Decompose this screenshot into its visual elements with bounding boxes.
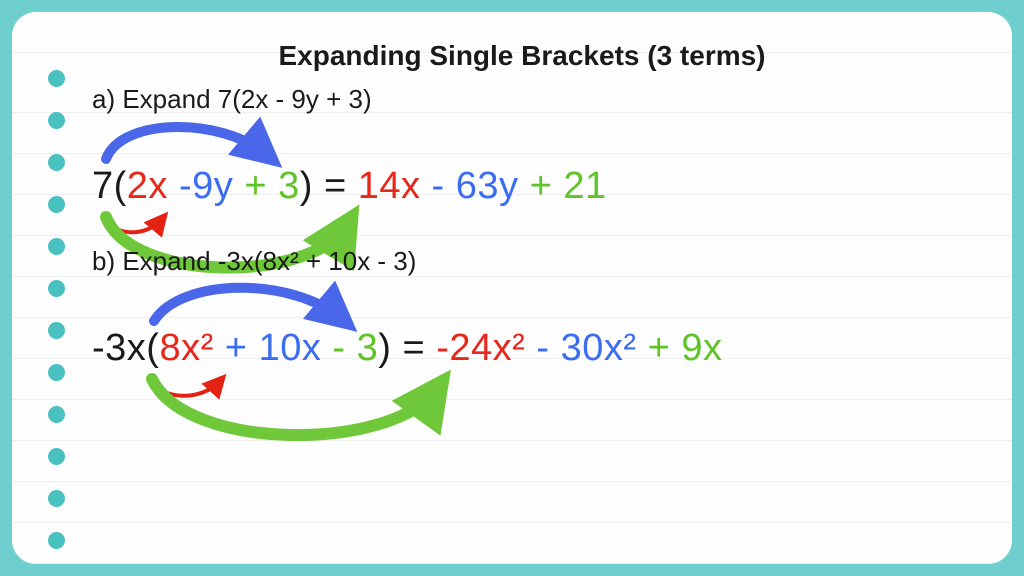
equation-b: -3x(8x² + 10x - 3) = -24x² - 30x² + 9x: [92, 327, 952, 370]
b-asep2: +: [637, 327, 682, 369]
b-ans2: 30x²: [561, 327, 637, 369]
a-ans3: 21: [563, 165, 606, 207]
prompt-b: b) Expand -3x(8x² + 10x - 3): [92, 246, 952, 277]
margin-bullet: [48, 112, 65, 129]
b-suffix: ) =: [378, 327, 436, 369]
a-term2: 9y: [192, 165, 233, 207]
arrow-red-a: [104, 217, 162, 232]
b-sep1: +: [214, 327, 259, 369]
a-ans2: 63y: [456, 165, 519, 207]
b-term3: 3: [357, 327, 379, 369]
a-ans1: 14x: [358, 165, 421, 207]
margin-bullet: [48, 322, 65, 339]
a-asep2: +: [519, 165, 564, 207]
notebook-sheet: Expanding Single Brackets (3 terms) a) E…: [12, 12, 1012, 564]
a-sep2: +: [233, 165, 278, 207]
a-sep1: -: [168, 165, 192, 207]
margin-bullet: [48, 154, 65, 171]
a-prefix: 7(: [92, 165, 127, 207]
margin-bullet: [48, 364, 65, 381]
margin-bullet: [48, 196, 65, 213]
margin-bullet: [48, 490, 65, 507]
b-term2: 10x: [259, 327, 322, 369]
margin-bullets: [48, 70, 65, 549]
a-suffix: ) =: [300, 165, 358, 207]
margin-bullet: [48, 280, 65, 297]
b-term1: 8x²: [159, 327, 213, 369]
b-ans1: -24x²: [436, 327, 525, 369]
b-asep1: -: [525, 327, 560, 369]
margin-bullet: [48, 406, 65, 423]
b-sep2: -: [321, 327, 356, 369]
b-prefix: -3x(: [92, 327, 159, 369]
prompt-a: a) Expand 7(2x - 9y + 3): [92, 84, 952, 115]
arrow-blue-a: [106, 127, 267, 159]
a-term3: 3: [278, 165, 300, 207]
margin-bullet: [48, 70, 65, 87]
equation-a: 7(2x -9y + 3) = 14x - 63y + 21: [92, 165, 952, 208]
margin-bullet: [48, 238, 65, 255]
page-title: Expanding Single Brackets (3 terms): [92, 40, 952, 72]
a-asep1: -: [421, 165, 456, 207]
margin-bullet: [48, 532, 65, 549]
arrow-red-b: [150, 379, 220, 396]
a-term1: 2x: [127, 165, 168, 207]
b-ans3: 9x: [681, 327, 722, 369]
arrow-green-b: [152, 379, 437, 435]
arrow-blue-b: [154, 288, 342, 321]
margin-bullet: [48, 448, 65, 465]
